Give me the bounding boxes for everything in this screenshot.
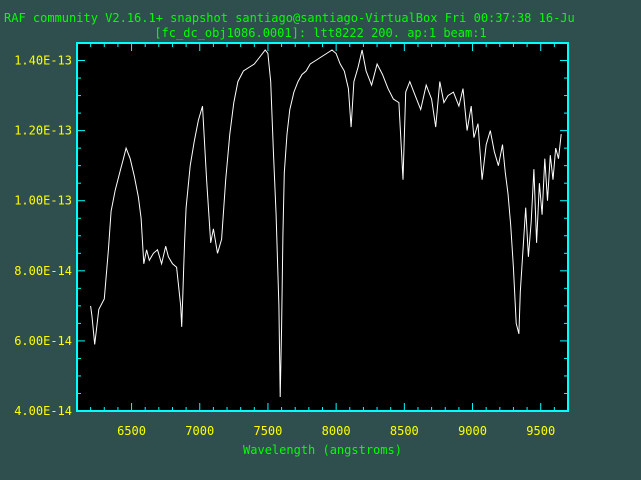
y-tick-label: 6.00E-14 xyxy=(14,334,72,348)
x-tick-label: 6500 xyxy=(117,424,146,438)
plot-area xyxy=(77,43,568,411)
plot-frame xyxy=(76,42,569,412)
spectrum-line xyxy=(90,49,562,398)
y-tick-label: 4.00E-14 xyxy=(14,404,72,418)
y-tick-label: 1.00E-13 xyxy=(14,194,72,208)
x-tick-label: 8500 xyxy=(390,424,419,438)
y-tick-label: 8.00E-14 xyxy=(14,264,72,278)
x-tick-label: 8000 xyxy=(322,424,351,438)
y-tick-label: 1.20E-13 xyxy=(14,124,72,138)
x-axis-label: Wavelength (angstroms) xyxy=(243,443,402,457)
y-tick-label: 1.40E-13 xyxy=(14,54,72,68)
plot-subtitle: [fc_dc_obj1086.0001]: ltt8222 200. ap:1 … xyxy=(154,26,487,40)
plot-title: RAF community V2.16.1+ snapshot santiago… xyxy=(4,11,575,25)
x-tick-label: 9000 xyxy=(458,424,487,438)
x-tick-label: 7500 xyxy=(253,424,282,438)
x-tick-label: 7000 xyxy=(185,424,214,438)
x-tick-label: 9500 xyxy=(526,424,555,438)
